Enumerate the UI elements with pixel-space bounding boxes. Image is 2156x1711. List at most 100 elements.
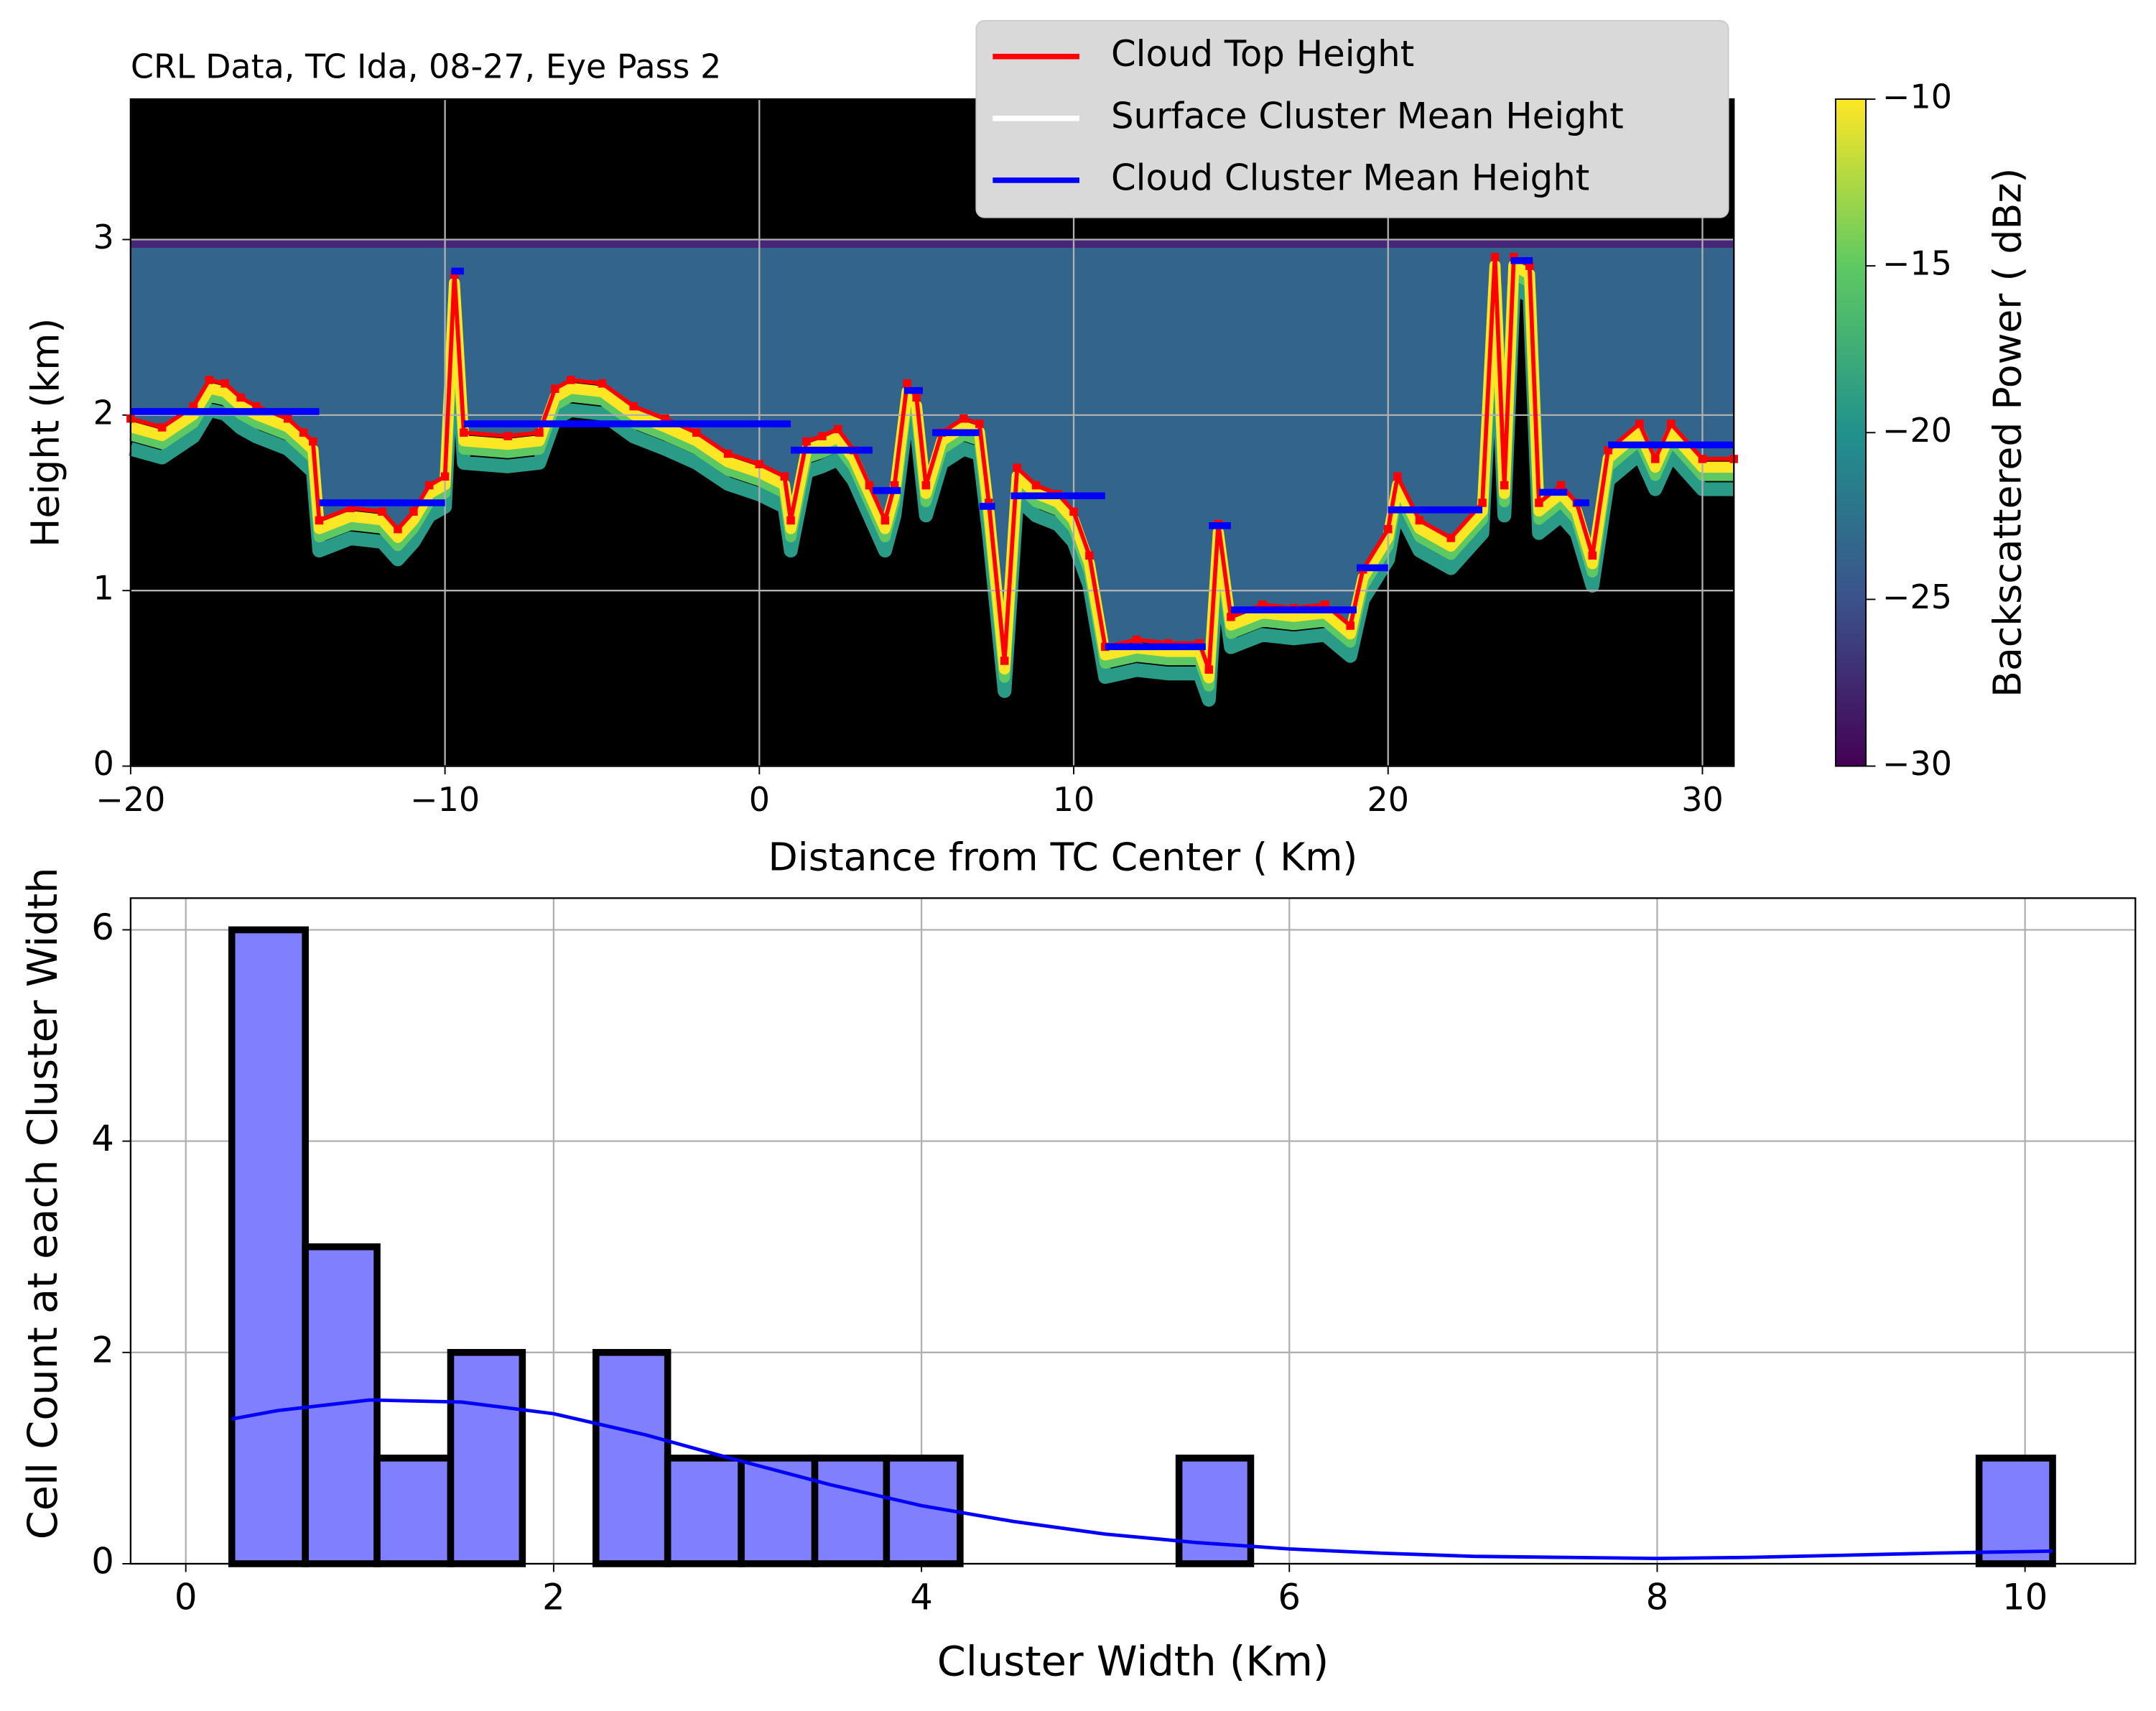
legend-label: Cloud Top Height: [1111, 33, 1414, 75]
histogram-bar: [593, 1349, 672, 1567]
series-marker: [1000, 657, 1009, 665]
series-marker: [1510, 253, 1518, 261]
series-marker: [1204, 665, 1213, 674]
series-marker: [236, 393, 245, 402]
series-marker: [1163, 639, 1173, 648]
series-marker: [1556, 481, 1566, 490]
x-axis-label: Cluster Width (Km): [937, 1637, 1329, 1685]
series-marker: [903, 379, 911, 388]
legend-label: Cloud Cluster Mean Height: [1111, 157, 1589, 198]
series-marker: [1085, 551, 1094, 560]
series-marker: [1635, 419, 1644, 428]
colorbar-tick-label: −30: [1882, 744, 1952, 783]
series-marker: [189, 402, 198, 411]
series-marker: [755, 460, 764, 469]
series-marker: [1490, 253, 1500, 261]
series-marker: [985, 499, 993, 507]
series-marker: [566, 376, 575, 384]
series-marker: [1446, 534, 1456, 542]
histogram-bar: [664, 1455, 745, 1567]
y-tick-label: 2: [91, 1329, 114, 1371]
series-marker: [834, 425, 842, 434]
histogram-bar: [738, 1455, 819, 1567]
histogram-bar: [1975, 1455, 2056, 1567]
series-marker: [378, 507, 386, 516]
y-tick-label: 2: [93, 393, 114, 432]
series-marker: [1227, 613, 1235, 621]
kde-line: [231, 1398, 2053, 1561]
plot-frame: [129, 98, 1735, 767]
colorbar: [1834, 98, 1867, 767]
colorbar-tick-label: −10: [1882, 78, 1952, 116]
series-marker: [1698, 455, 1707, 463]
y-axis-label: Cell Count at each Cluster Width: [19, 867, 67, 1539]
series-marker: [503, 432, 512, 440]
series-marker: [802, 437, 811, 446]
series-marker: [598, 379, 607, 388]
series-marker: [865, 481, 874, 490]
series-marker: [1500, 481, 1509, 490]
x-tick-label: −20: [96, 780, 165, 819]
series-marker: [1346, 621, 1355, 630]
histogram-bar: [373, 1455, 455, 1567]
series-marker: [450, 270, 459, 279]
histogram-bar: [228, 926, 309, 1567]
echo-top-band: [130, 239, 1734, 248]
x-tick-label: 0: [749, 780, 770, 819]
series-marker: [975, 419, 984, 428]
x-tick-label: 20: [1367, 780, 1409, 819]
series-marker: [157, 423, 167, 432]
series-marker: [1393, 472, 1402, 481]
y-tick-label: 3: [93, 218, 114, 256]
series-marker: [1588, 551, 1597, 560]
series-marker: [692, 428, 701, 437]
x-tick-label: 4: [910, 1576, 933, 1618]
y-axis-label: Height (km): [23, 318, 68, 547]
y-tick-label: 1: [93, 569, 114, 608]
series-marker: [629, 402, 638, 411]
series-marker: [394, 524, 402, 534]
series-marker: [283, 414, 292, 423]
series-marker: [1415, 516, 1424, 525]
series-line: [130, 255, 1734, 672]
series-marker: [818, 432, 827, 440]
series-marker: [1525, 261, 1534, 270]
x-tick-label: 0: [175, 1576, 198, 1618]
y-tick-label: 0: [91, 1540, 114, 1582]
x-tick-label: −10: [410, 780, 480, 819]
series-marker: [252, 402, 261, 411]
legend-box: [975, 19, 1729, 218]
series-marker: [1132, 635, 1141, 644]
legend-label: Surface Cluster Mean Height: [1111, 95, 1624, 136]
series-marker: [1604, 445, 1612, 455]
x-tick-label: 2: [542, 1576, 565, 1618]
x-tick-label: 10: [1053, 780, 1095, 819]
series-marker: [661, 414, 669, 423]
series-marker: [309, 437, 317, 446]
series-marker: [921, 481, 931, 490]
series-marker: [1069, 507, 1078, 516]
histogram-bar: [447, 1349, 526, 1567]
series-marker: [551, 384, 559, 393]
series-marker: [460, 428, 468, 437]
histogram-bar: [811, 1455, 891, 1567]
series-marker: [1666, 419, 1676, 428]
histogram-bar: [1175, 1455, 1255, 1567]
series-marker: [440, 472, 450, 481]
series-marker: [1478, 499, 1487, 507]
series-marker: [1013, 463, 1021, 472]
x-tick-label: 6: [1278, 1576, 1301, 1618]
series-marker: [1195, 639, 1204, 648]
series-marker: [959, 414, 968, 423]
series-marker: [1258, 601, 1267, 609]
series-marker: [1031, 481, 1041, 490]
x-tick-label: 10: [2002, 1576, 2048, 1618]
chart-title: CRL Data, TC Ida, 08-27, Eye Pass 2: [131, 47, 721, 85]
series-marker: [424, 481, 434, 490]
series-marker: [535, 428, 544, 437]
series-marker: [1651, 455, 1660, 463]
series-marker: [786, 516, 795, 525]
series-marker: [912, 393, 921, 402]
